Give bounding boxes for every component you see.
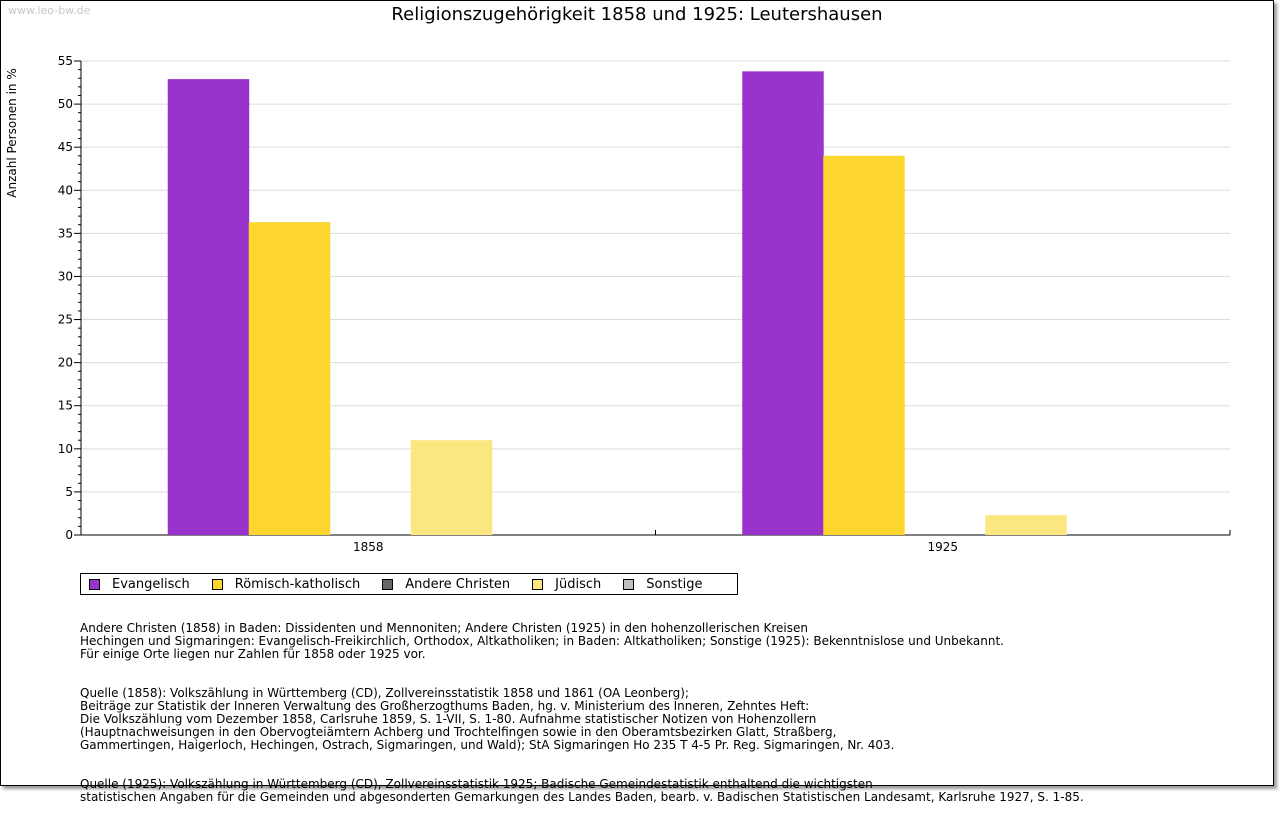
legend-label: Sonstige [646,576,703,592]
note-other-christians: Andere Christen (1858) in Baden: Disside… [80,621,1004,661]
footnotes: Andere Christen (1858) in Baden: Disside… [80,609,1084,830]
y-tick-label: 55 [58,54,73,68]
y-axis-label: Anzahl Personen in % [5,68,19,198]
y-tick-label: 25 [58,313,73,327]
y-tick-label: 20 [58,356,73,370]
legend-item: Sonstige [623,577,702,592]
note-source-1858: Quelle (1858): Volkszählung in Württembe… [80,686,895,752]
y-tick-label: 15 [58,399,73,413]
bar-r-misch-katholisch-1925 [823,155,905,536]
legend-item: Römisch-katholisch [211,576,361,592]
bar-j-disch-1925 [985,515,1067,535]
y-tick-label: 30 [58,269,73,283]
legend-item: Evangelisch [89,577,190,592]
legend-swatch [382,578,394,590]
bar-evangelisch-1858 [167,79,250,536]
x-tick-label: 1925 [927,540,958,554]
legend-swatch [211,578,223,590]
watermark: www.leo-bw.de [8,4,91,17]
legend-label: Andere Christen [405,576,511,592]
legend-label: Römisch-katholisch [234,576,361,592]
legend: Evangelisch Römisch-katholisch Andere Chri… [80,573,738,595]
y-tick-label: 10 [58,442,73,456]
legend-swatch [532,578,544,590]
legend-swatch [623,578,635,590]
y-tick-label: 5 [65,485,73,499]
y-tick-label: 0 [65,528,73,542]
bar-r-misch-katholisch-1858 [248,222,331,535]
y-tick-label: 45 [58,140,73,154]
x-tick-label: 1858 [353,540,384,554]
legend-item: Andere Christen [382,577,510,592]
note-source-1925: Quelle (1925): Volkszählung in Württembe… [80,777,1084,804]
legend-swatch [89,578,100,590]
legend-label: Jüdisch [555,576,602,592]
bar-evangelisch-1925 [742,71,824,535]
bar-j-disch-1858 [410,440,493,535]
y-tick-label: 35 [58,226,73,240]
y-tick-label: 50 [58,97,73,111]
legend-item: Jüdisch [532,577,601,592]
y-tick-label: 40 [58,183,73,197]
legend-label: Evangelisch [112,576,190,592]
chart-title: Religionszugehörigkeit 1858 und 1925: Le… [391,4,883,25]
bar-chart: 0 5 10 15 20 25 30 35 40 45 50 55 Anzahl Personen in… [5,54,1231,554]
